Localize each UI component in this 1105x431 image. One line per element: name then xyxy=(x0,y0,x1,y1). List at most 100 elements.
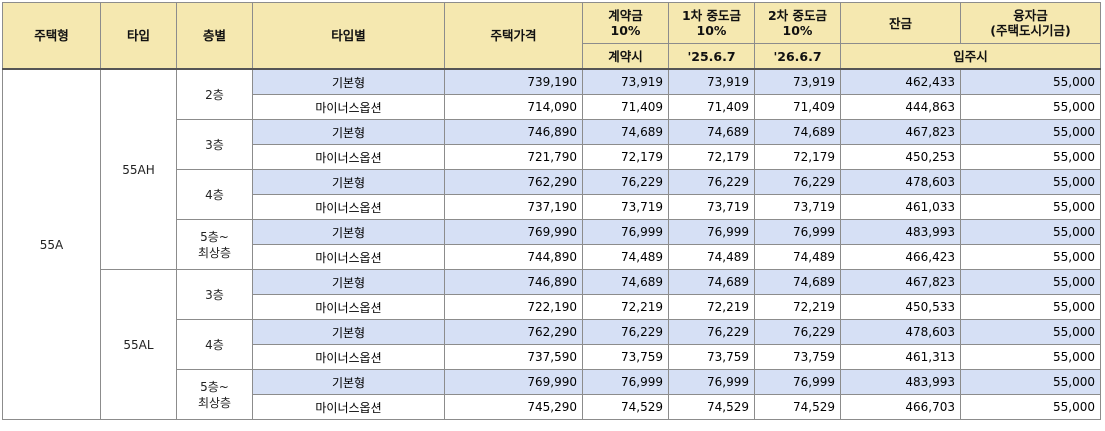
price-cell: 762,290 xyxy=(444,169,583,195)
price-cell: 721,790 xyxy=(444,144,583,170)
table-row: 마이너스옵션 737,590 73,759 73,759 73,759 461,… xyxy=(3,344,1101,370)
option-cell: 기본형 xyxy=(252,219,445,245)
interim-1-cell: 76,229 xyxy=(668,169,755,195)
interim-1-cell: 71,409 xyxy=(668,94,755,120)
table-row: 마이너스옵션 721,790 72,179 72,179 72,179 450,… xyxy=(3,144,1101,170)
table-row: 3층 기본형 746,890 74,689 74,689 74,689 467,… xyxy=(3,119,1101,170)
deposit-cell: 73,719 xyxy=(582,194,669,220)
deposit-cell: 72,219 xyxy=(582,294,669,320)
price-cell: 746,890 xyxy=(444,119,583,145)
header-deposit: 계약금 10% xyxy=(582,2,669,44)
loan-cell: 55,000 xyxy=(960,144,1101,170)
interim-2-cell: 71,409 xyxy=(754,94,841,120)
header-type: 타입 xyxy=(100,2,177,70)
table-row: 55A 55AH 2층 기본형 739,190 73,919 73,919 73… xyxy=(2,68,1101,420)
price-cell: 745,290 xyxy=(444,394,583,420)
balance-cell: 450,253 xyxy=(840,144,961,170)
deposit-cell: 71,409 xyxy=(582,94,669,120)
price-cell: 762,290 xyxy=(444,319,583,345)
balance-cell: 478,603 xyxy=(840,319,961,345)
header-balance-when: 입주시 xyxy=(840,43,1101,70)
interim-1-cell: 76,999 xyxy=(668,219,755,245)
interim-2-cell: 72,219 xyxy=(754,294,841,320)
loan-cell: 55,000 xyxy=(960,219,1101,245)
option-cell: 마이너스옵션 xyxy=(252,294,445,320)
loan-cell: 55,000 xyxy=(960,269,1101,295)
header-row-top: 주택형 타입 층별 타입별 주택가격 계약금 10% 1차 중도금 10% 2차… xyxy=(2,2,1101,70)
interim-2-cell: 74,489 xyxy=(754,244,841,270)
interim-2-cell: 73,719 xyxy=(754,194,841,220)
loan-cell: 55,000 xyxy=(960,369,1101,395)
header-deposit-when: 계약시 xyxy=(582,43,669,70)
floor-cell: 2층 xyxy=(176,68,253,120)
balance-cell: 467,823 xyxy=(840,119,961,145)
interim-2-cell: 72,179 xyxy=(754,144,841,170)
balance-cell: 461,033 xyxy=(840,194,961,220)
deposit-cell: 76,229 xyxy=(582,169,669,195)
interim-1-cell: 73,759 xyxy=(668,344,755,370)
price-cell: 746,890 xyxy=(444,269,583,295)
option-cell: 기본형 xyxy=(252,169,445,195)
header-loan: 융자금 (주택도시기금) xyxy=(960,2,1101,44)
option-cell: 마이너스옵션 xyxy=(252,344,445,370)
balance-cell: 444,863 xyxy=(840,94,961,120)
balance-cell: 483,993 xyxy=(840,369,961,395)
table-row: 55AL 3층 기본형 746,890 74,689 74,689 74,689… xyxy=(3,269,1101,420)
table-row: 5층~ 최상층 기본형 769,990 76,999 76,999 76,999… xyxy=(3,219,1101,270)
price-cell: 722,190 xyxy=(444,294,583,320)
interim-1-cell: 72,179 xyxy=(668,144,755,170)
header-house-type: 주택형 xyxy=(2,2,101,70)
header-balance: 잔금 xyxy=(840,2,961,44)
option-cell: 마이너스옵션 xyxy=(252,94,445,120)
interim-2-cell: 73,759 xyxy=(754,344,841,370)
option-cell: 기본형 xyxy=(252,68,445,95)
interim-1-cell: 74,689 xyxy=(668,269,755,295)
interim-1-cell: 72,219 xyxy=(668,294,755,320)
deposit-cell: 76,229 xyxy=(582,319,669,345)
interim-1-cell: 76,999 xyxy=(668,369,755,395)
header-interim-1: 1차 중도금 10% xyxy=(668,2,755,44)
deposit-cell: 74,689 xyxy=(582,119,669,145)
interim-2-cell: 74,689 xyxy=(754,269,841,295)
header-floor: 층별 xyxy=(176,2,253,70)
interim-2-cell: 73,919 xyxy=(754,68,841,95)
interim-2-cell: 74,529 xyxy=(754,394,841,420)
loan-cell: 55,000 xyxy=(960,194,1101,220)
option-cell: 기본형 xyxy=(252,319,445,345)
price-cell: 739,190 xyxy=(444,68,583,95)
floor-cell: 3층 xyxy=(176,119,253,170)
balance-cell: 467,823 xyxy=(840,269,961,295)
house-type-cell: 55A xyxy=(2,68,101,420)
header-interim-1-when: '25.6.7 xyxy=(668,43,755,70)
option-cell: 마이너스옵션 xyxy=(252,394,445,420)
deposit-cell: 73,919 xyxy=(582,68,669,95)
balance-cell: 461,313 xyxy=(840,344,961,370)
table-body: 55A 55AH 2층 기본형 739,190 73,919 73,919 73… xyxy=(2,68,1101,420)
header-interim-2-when: '26.6.7 xyxy=(754,43,841,70)
deposit-cell: 76,999 xyxy=(582,219,669,245)
price-cell: 714,090 xyxy=(444,94,583,120)
table-row: 마이너스옵션 744,890 74,489 74,489 74,489 466,… xyxy=(3,244,1101,270)
interim-1-cell: 74,689 xyxy=(668,119,755,145)
loan-cell: 55,000 xyxy=(960,94,1101,120)
loan-cell: 55,000 xyxy=(960,319,1101,345)
header-by-type: 타입별 xyxy=(252,2,445,70)
loan-cell: 55,000 xyxy=(960,119,1101,145)
option-cell: 기본형 xyxy=(252,119,445,145)
loan-cell: 55,000 xyxy=(960,169,1101,195)
header-row-timing: 계약시 '25.6.7 '26.6.7 입주시 xyxy=(2,43,1101,70)
interim-2-cell: 76,999 xyxy=(754,219,841,245)
loan-cell: 55,000 xyxy=(960,244,1101,270)
type-cell-55al: 55AL xyxy=(100,269,177,420)
loan-cell: 55,000 xyxy=(960,344,1101,370)
table-row: 마이너스옵션 714,090 71,409 71,409 71,409 444,… xyxy=(3,94,1101,120)
interim-2-cell: 76,999 xyxy=(754,369,841,395)
floor-cell: 4층 xyxy=(176,319,253,370)
option-cell: 기본형 xyxy=(252,269,445,295)
interim-1-cell: 73,719 xyxy=(668,194,755,220)
price-cell: 769,990 xyxy=(444,219,583,245)
floor-cell: 3층 xyxy=(176,269,253,320)
header-price: 주택가격 xyxy=(444,2,583,70)
price-cell: 737,190 xyxy=(444,194,583,220)
table-row: 마이너스옵션 745,290 74,529 74,529 74,529 466,… xyxy=(3,394,1101,420)
